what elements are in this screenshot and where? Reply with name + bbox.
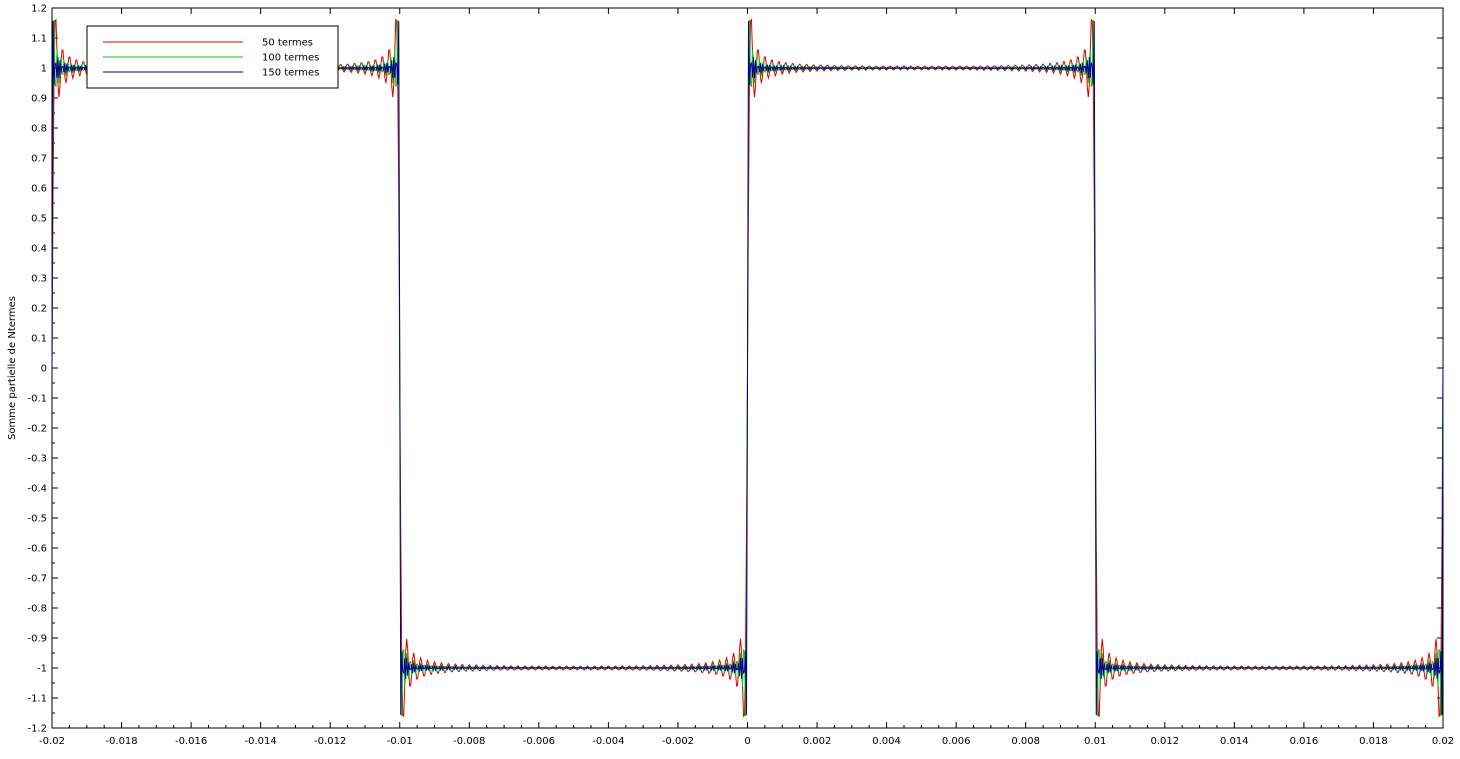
x-tick-label: -0.018 [105,736,137,747]
x-tick-label: 0.02 [1432,736,1454,747]
x-tick-label: 0.008 [1011,736,1040,747]
y-tick-label: 1 [41,64,47,75]
y-tick-label: 0.6 [31,184,47,195]
y-tick-label: -0.2 [27,424,47,435]
x-tick-label: -0.012 [314,736,346,747]
legend-label: 100 termes [262,53,319,64]
y-tick-label: 0.9 [31,94,47,105]
y-tick-label: -1 [37,664,47,675]
y-tick-label: -0.9 [27,634,47,645]
y-tick-label: -0.1 [27,394,47,405]
x-tick-label: -0.016 [175,736,207,747]
y-tick-label: -1.2 [27,724,47,735]
legend-label: 150 termes [262,68,319,79]
legend-label: 50 termes [262,38,313,49]
x-tick-label: -0.02 [39,736,65,747]
y-tick-label: -0.6 [27,544,47,555]
y-tick-label: 0.5 [31,214,47,225]
y-tick-label: -1.1 [27,694,47,705]
x-tick-label: 0.012 [1150,736,1179,747]
y-tick-label: 1.1 [31,34,47,45]
legend: 50 termes 100 termes 150 termes [86,25,339,89]
y-tick-label: -0.7 [27,574,47,585]
x-tick-label: 0.016 [1290,736,1319,747]
x-tick-label: 0.002 [803,736,832,747]
y-tick-label: 1.2 [31,4,47,15]
y-tick-label: 0.4 [31,244,47,255]
y-tick-label: 0.1 [31,334,47,345]
x-tick-label: 0.01 [1084,736,1106,747]
x-tick-label: 0 [744,736,750,747]
x-tick-label: 0.014 [1220,736,1249,747]
y-tick-label: -0.8 [27,604,47,615]
y-tick-label: 0.8 [31,124,47,135]
y-tick-label: -0.3 [27,454,47,465]
x-tick-label: -0.01 [387,736,413,747]
y-tick-label: 0.7 [31,154,47,165]
x-tick-label: 0.006 [942,736,971,747]
y-tick-label: -0.5 [27,514,47,525]
y-tick-label: 0 [41,364,47,375]
y-axis-title: Somme partielle de Ntermes [7,296,18,440]
x-tick-label: 0.004 [872,736,901,747]
x-tick-label: 0.018 [1359,736,1388,747]
y-tick-label: 0.3 [31,274,47,285]
x-tick-label: -0.014 [245,736,277,747]
y-tick-label: 0.2 [31,304,47,315]
legend-items: 50 termes 100 termes 150 termes [103,38,319,79]
x-tick-label: -0.008 [453,736,485,747]
y-tick-label: -0.4 [27,484,47,495]
x-tick-label: -0.006 [523,736,555,747]
x-tick-label: -0.002 [662,736,694,747]
x-tick-label: -0.004 [592,736,624,747]
